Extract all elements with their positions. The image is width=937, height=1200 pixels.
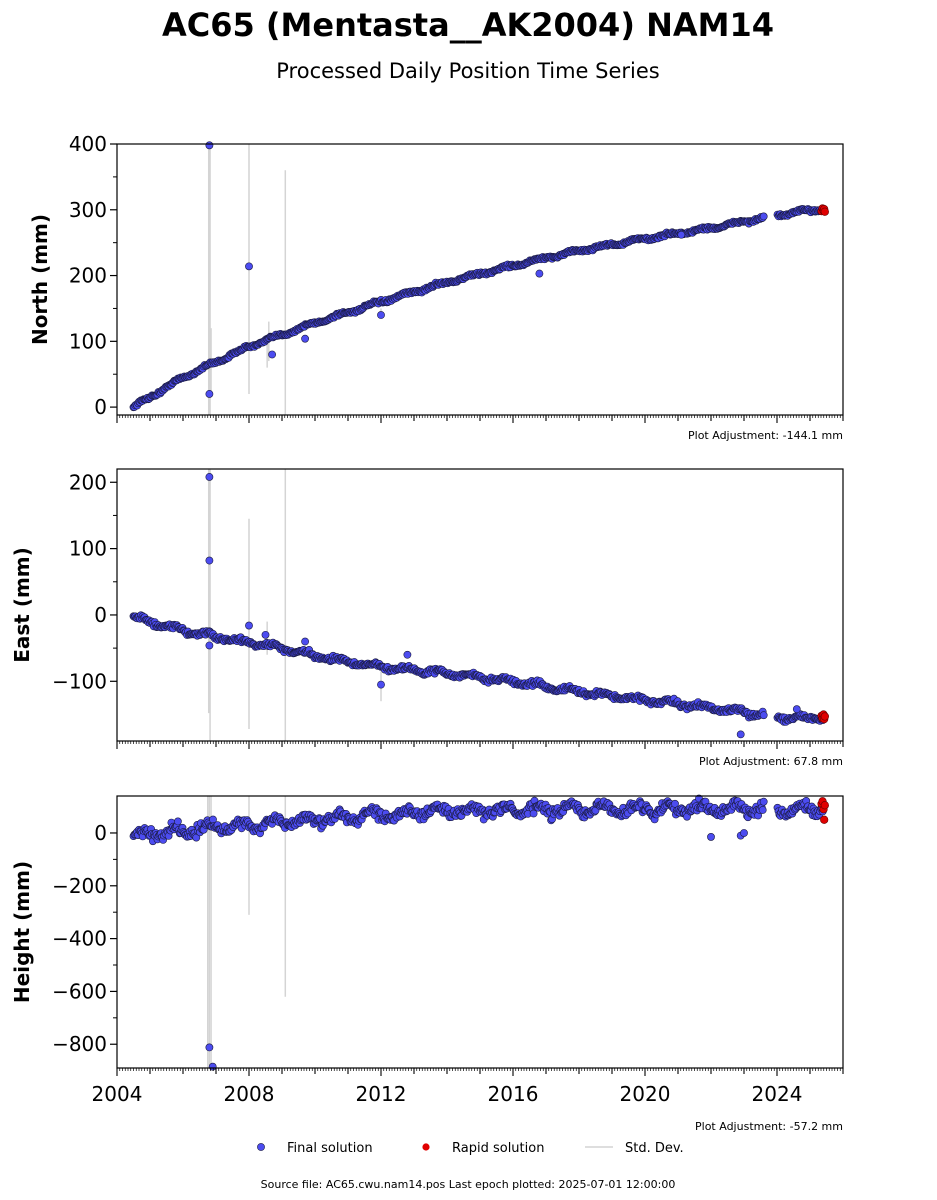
final-solution-outlier [205,556,214,565]
chart-title: AC65 (Mentasta__AK2004) NAM14 [162,6,774,44]
final-solution-outlier [740,829,748,837]
y-tick-label: 100 [69,329,107,353]
final-solution-outlier [268,350,276,359]
height-panel: −800 −600 −400 −200 0 2004 2008 2012 2016 2020 202… [10,794,844,1133]
final-solution-outlier [792,705,801,714]
chart-subtitle: Processed Daily Position Time Series [276,59,660,83]
final-solution-outlier [261,630,270,639]
final-solution-outlier [205,390,214,398]
y-tick-label: 400 [69,132,107,156]
plot-frame [116,795,844,1069]
x-tick-label: 2012 [356,1082,407,1106]
final-solution-outlier [301,334,309,343]
final-solution-outlier [377,311,385,319]
final-solution-outlier [377,680,385,689]
legend-final-label: Final solution [287,1141,373,1156]
final-solution-outlier [736,730,745,739]
y-tick-label: −100 [52,669,107,693]
final-solution-outlier [707,833,715,841]
final-solution-outlier [205,473,214,481]
y-axis-label: North (mm) [28,214,52,345]
final-solution-outlier [301,637,309,646]
y-tick-label: 200 [69,264,107,288]
y-axis-label: East (mm) [10,547,34,663]
final-solution-outlier [677,230,686,239]
final-solution-outlier [245,262,253,271]
y-tick-label: −400 [52,927,107,951]
legend-final-marker [257,1143,265,1151]
legend: Final solution Rapid solution Std. Dev. [257,1141,684,1156]
y-tick-label: 0 [94,821,107,845]
plot-frame [116,143,844,416]
rapid-solution-point [820,815,829,824]
final-solution-outlier [205,141,214,150]
y-tick-label: 300 [69,198,107,222]
plot-adjustment-note: Plot Adjustment: -144.1 mm [688,429,843,442]
source-caption: Source file: AC65.cwu.nam14.pos Last epo… [261,1178,676,1191]
final-solution-point [759,797,768,806]
y-axis-label: Height (mm) [10,861,34,1003]
y-tick-label: −200 [52,874,107,898]
plot-frame [116,468,844,742]
rapid-solution-point [820,801,829,810]
plot-adjustment-note: Plot Adjustment: -57.2 mm [695,1120,843,1133]
y-tick-label: 0 [94,395,107,419]
north-panel: 0 100 200 300 400 North (mm) Plot Adjustment: … [28,132,844,442]
y-tick-label: 200 [69,470,107,494]
legend-std-label: Std. Dev. [625,1141,684,1156]
final-solution-point [759,711,768,720]
final-solution-outlier [205,641,214,650]
x-tick-label: 2004 [92,1082,143,1106]
final-solution-point [173,817,182,826]
final-solution-outlier [205,1043,214,1052]
final-solution-point [758,806,767,814]
y-tick-label: −800 [52,1032,107,1056]
final-solution-outlier [535,269,544,278]
final-solution-outlier [245,621,253,630]
plot-adjustment-note: Plot Adjustment: 67.8 mm [699,755,843,768]
x-tick-label: 2008 [224,1082,275,1106]
y-tick-label: 100 [69,537,107,561]
rapid-solution-point [820,207,829,216]
legend-rapid-marker [422,1143,430,1151]
final-solution-point [759,212,768,221]
rapid-solution-point [820,712,829,721]
legend-rapid-label: Rapid solution [452,1141,544,1156]
y-tick-label: −600 [52,979,107,1003]
x-tick-label: 2016 [488,1082,539,1106]
y-tick-label: 0 [94,603,107,627]
final-solution-outlier [403,650,412,659]
x-tick-label: 2024 [752,1082,803,1106]
x-tick-label: 2020 [620,1082,671,1106]
east-panel: −100 0 100 200 East (mm) Plot Adjustment: 67.… [10,468,844,768]
